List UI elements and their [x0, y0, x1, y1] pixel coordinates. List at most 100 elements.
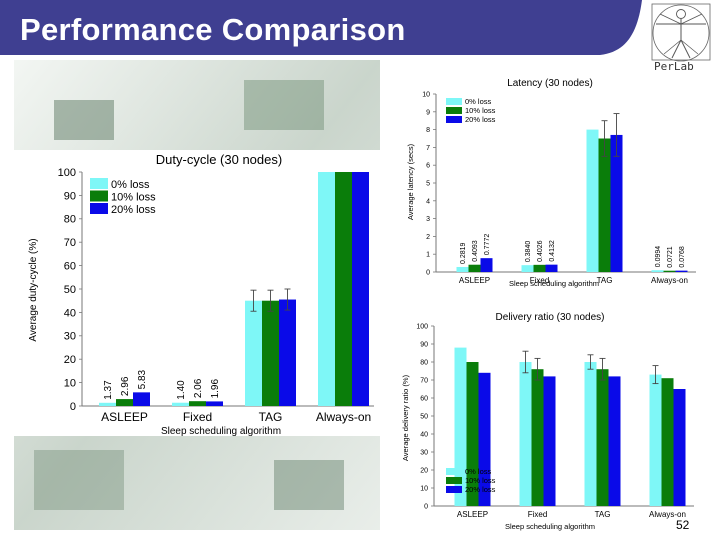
bar: [533, 264, 546, 272]
bar: [478, 372, 491, 506]
y-tick-label: 100: [416, 323, 428, 330]
bar: [661, 378, 674, 506]
logo-text: PerLab: [654, 60, 694, 73]
y-axis-label: Average delivery ratio (%): [401, 374, 410, 461]
chart-title: Delivery ratio (30 nodes): [496, 312, 605, 323]
bar: [649, 374, 662, 506]
data-label: 5.83: [137, 369, 148, 389]
x-tick-label: Fixed: [183, 410, 212, 424]
y-tick-label: 20: [64, 354, 76, 366]
bar: [545, 264, 558, 272]
title-bar: [0, 0, 642, 55]
x-tick-label: TAG: [597, 276, 613, 285]
y-tick-label: 1: [426, 252, 430, 259]
bar: [318, 172, 335, 406]
data-label: 0.0994: [655, 246, 662, 268]
bar: [99, 402, 116, 406]
bar: [245, 300, 262, 406]
legend-swatch: [446, 98, 462, 105]
y-tick-label: 30: [64, 331, 76, 343]
y-tick-label: 40: [64, 307, 76, 319]
y-tick-label: 10: [64, 377, 76, 389]
x-tick-label: TAG: [595, 510, 611, 519]
data-label: 0.4093: [472, 240, 479, 262]
x-tick-label: Fixed: [528, 510, 548, 519]
y-tick-label: 50: [420, 413, 428, 420]
legend-entry: 0% loss: [111, 179, 150, 191]
y-tick-label: 4: [426, 198, 430, 205]
bar: [133, 392, 150, 406]
bar: [521, 265, 534, 272]
x-tick-label: Fixed: [530, 276, 550, 285]
y-tick-label: 0: [70, 401, 76, 413]
legend-entry: 0% loss: [465, 97, 492, 106]
bar: [262, 300, 279, 406]
chart-title: Duty-cycle (30 nodes): [156, 152, 282, 167]
legend-swatch: [446, 468, 462, 475]
bar: [206, 401, 223, 406]
legend-entry: 0% loss: [465, 467, 492, 476]
data-label: 1.96: [210, 379, 221, 399]
y-tick-label: 80: [64, 214, 76, 226]
y-tick-label: 90: [420, 341, 428, 348]
x-tick-label: Always-on: [649, 510, 686, 519]
y-tick-label: 9: [426, 109, 430, 116]
bar: [531, 369, 544, 506]
y-tick-label: 100: [58, 167, 76, 179]
slide-title: Performance Comparison: [20, 12, 406, 47]
y-tick-label: 40: [420, 431, 428, 438]
bar: [189, 401, 206, 406]
latency-chart-svg: Latency (30 nodes) Average latency (secs…: [406, 78, 696, 288]
data-label: 0.3840: [525, 241, 532, 263]
legend-entry: 20% loss: [465, 115, 496, 124]
y-tick-label: 70: [64, 237, 76, 249]
y-tick-label: 2: [426, 234, 430, 241]
bar: [663, 270, 676, 272]
data-label: 0.0768: [679, 246, 686, 268]
data-label: 1.40: [176, 380, 187, 400]
y-tick-label: 0: [424, 503, 428, 510]
y-tick-label: 10: [422, 91, 430, 98]
bar: [586, 129, 599, 272]
vitruvian-man-icon: [651, 3, 711, 62]
y-tick-label: 70: [420, 377, 428, 384]
legend-entry: 20% loss: [111, 204, 156, 216]
bar: [596, 369, 609, 506]
latency-chart: Latency (30 nodes) Average latency (secs…: [398, 72, 700, 288]
bar: [468, 264, 481, 272]
bar: [454, 347, 467, 506]
legend-swatch: [446, 107, 462, 114]
bar: [335, 172, 352, 406]
y-tick-label: 10: [420, 485, 428, 492]
bar: [608, 376, 621, 506]
bar: [651, 270, 664, 272]
y-axis-label: Average latency (secs): [406, 143, 415, 220]
y-tick-label: 20: [420, 467, 428, 474]
bar: [519, 362, 532, 506]
data-label: 1.37: [103, 380, 114, 400]
data-label: 2.06: [193, 378, 204, 398]
y-tick-label: 60: [64, 260, 76, 272]
x-tick-label: ASLEEP: [101, 410, 148, 424]
data-label: 2.96: [120, 376, 131, 396]
bar: [279, 299, 296, 406]
bar: [584, 362, 597, 506]
bar: [466, 362, 479, 506]
legend-swatch: [90, 203, 108, 214]
y-tick-label: 5: [426, 180, 430, 187]
y-tick-label: 6: [426, 163, 430, 170]
legend-entry: 20% loss: [465, 485, 496, 494]
data-label: 0.4132: [549, 240, 556, 262]
x-tick-label: Always-on: [316, 410, 371, 424]
bar: [543, 376, 556, 506]
duty-cycle-chart: Duty-cycle (30 nodes) Average duty-cycle…: [14, 150, 382, 436]
data-label: 0.7772: [484, 234, 491, 256]
data-label: 0.4026: [537, 240, 544, 262]
legend-swatch: [446, 116, 462, 123]
duty-cycle-chart-svg: Duty-cycle (30 nodes) Average duty-cycle…: [28, 152, 374, 436]
legend-swatch: [446, 477, 462, 484]
y-tick-label: 7: [426, 145, 430, 152]
y-axis-label: Average duty-cycle (%): [28, 238, 39, 341]
x-axis-label: Sleep scheduling algorithm: [161, 426, 281, 436]
bar: [598, 138, 611, 272]
